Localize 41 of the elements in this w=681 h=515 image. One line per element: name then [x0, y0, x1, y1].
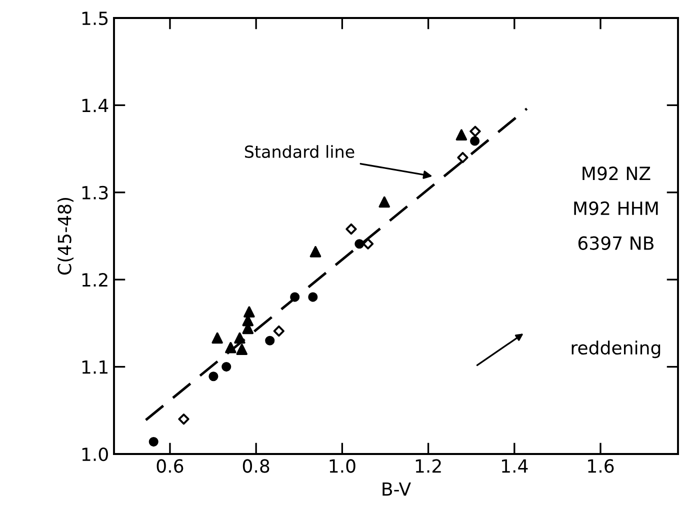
point — [236, 344, 248, 355]
x-tick-label: 1.6 — [588, 459, 614, 473]
point — [212, 332, 223, 344]
x-tick-label: 1.2 — [416, 459, 441, 473]
point — [178, 414, 190, 425]
x-tick-label: 1.4 — [502, 459, 528, 473]
point — [470, 126, 481, 137]
y-tick-label: 1.0 — [82, 447, 108, 462]
point — [310, 246, 322, 258]
x-axis-title: B-V — [382, 482, 411, 496]
y-tick-label: 1.4 — [82, 98, 108, 112]
point — [354, 239, 364, 249]
point — [470, 136, 480, 146]
y-tick-label: 1.3 — [82, 186, 108, 200]
point — [148, 437, 158, 447]
point — [208, 372, 218, 382]
point — [346, 223, 357, 235]
annotation: M92 HHM — [574, 201, 658, 216]
point — [265, 336, 275, 346]
annotation: reddening — [572, 340, 660, 358]
x-tick-label: 0.6 — [156, 459, 184, 473]
annotation: 6397 NB — [578, 236, 654, 250]
annotation: Standard line — [245, 145, 354, 158]
x-tick-label: 1.0 — [330, 459, 356, 473]
point — [456, 129, 468, 140]
y-axis-title: C(45-48) — [57, 198, 74, 275]
point — [244, 306, 255, 318]
y-tick-label: 1.1 — [82, 360, 108, 374]
x-tick-label: 0.8 — [242, 459, 270, 473]
point — [273, 325, 284, 337]
point — [362, 238, 374, 250]
y-tick-label: 1.2 — [82, 273, 108, 286]
point — [308, 292, 318, 302]
point — [290, 292, 300, 302]
y-tick-label: 1.5 — [82, 12, 108, 26]
annotation: M92 NZ — [582, 166, 650, 180]
point — [225, 342, 236, 354]
point — [222, 362, 232, 372]
point — [457, 152, 468, 164]
point — [234, 332, 246, 344]
point — [378, 196, 390, 208]
